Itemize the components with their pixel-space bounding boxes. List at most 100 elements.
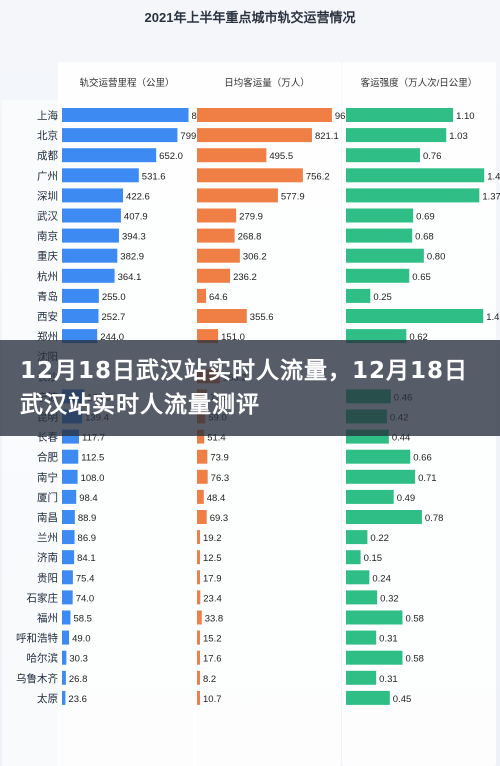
- data-label-1: 108.0: [81, 473, 105, 484]
- category-label: 上海: [37, 109, 58, 122]
- data-label-3: 0.31: [379, 674, 398, 685]
- series-header-2: 日均客运量（万人）: [224, 77, 310, 89]
- data-label-3: 1.37: [482, 191, 500, 202]
- bar-1: [62, 188, 124, 203]
- data-label-2: 756.2: [306, 171, 330, 182]
- bar-2: [197, 309, 247, 323]
- data-label-2: 268.8: [238, 232, 262, 243]
- bar-2: [197, 670, 200, 685]
- bar-1: [62, 530, 75, 545]
- bar-1: [62, 469, 78, 484]
- bar-3: [346, 188, 480, 203]
- data-label-3: 0.25: [373, 292, 392, 303]
- data-label-3: 1.41: [486, 312, 500, 323]
- bar-3: [346, 309, 484, 323]
- data-label-2: 821.1: [315, 131, 339, 142]
- data-label-3: 1.03: [449, 131, 468, 142]
- data-label-1: 117.7: [82, 433, 105, 444]
- bar-3: [346, 128, 447, 143]
- data-label-2: 151.0: [221, 332, 245, 343]
- category-label: 呼和浩特: [16, 633, 58, 645]
- data-label-2: 15.2: [203, 634, 222, 645]
- chart-title: 2021年上半年重点城市轨交运营情况: [145, 10, 356, 25]
- bar-1: [62, 268, 115, 283]
- data-label-1: 652.0: [159, 151, 183, 162]
- bar-2: [197, 650, 200, 665]
- category-label: 重庆: [37, 250, 58, 263]
- bar-3: [346, 630, 377, 645]
- bar-2: [197, 610, 202, 625]
- bar-2: [197, 108, 332, 122]
- data-label-3: 0.58: [405, 614, 424, 625]
- category-label: 深圳: [37, 190, 58, 202]
- data-label-2: 51.4: [207, 433, 226, 444]
- data-label-1: 407.9: [124, 212, 148, 223]
- category-label: 合肥: [37, 451, 58, 464]
- data-label-2: 12.5: [203, 553, 222, 564]
- bar-3: [346, 510, 422, 524]
- bar-3: [346, 670, 377, 685]
- data-label-3: 0.66: [413, 453, 432, 464]
- data-label-1: 98.4: [79, 493, 98, 504]
- category-label: 南宁: [37, 471, 58, 484]
- bar-2: [197, 530, 200, 545]
- data-label-3: 0.15: [364, 553, 383, 564]
- bar-2: [197, 550, 200, 565]
- bar-2: [197, 268, 231, 283]
- data-label-2: 76.3: [211, 473, 230, 484]
- bar-2: [197, 228, 235, 243]
- bar-1: [62, 590, 73, 605]
- bar-2: [197, 570, 200, 585]
- category-label: 太原: [37, 692, 58, 705]
- data-label-1: 30.3: [69, 654, 88, 665]
- bar-3: [346, 288, 371, 303]
- data-label-1: 799.1: [180, 131, 204, 142]
- data-label-1: 84.1: [77, 553, 96, 564]
- data-label-3: 0.68: [415, 232, 434, 243]
- bar-2: [197, 128, 312, 143]
- data-label-1: 244.0: [100, 332, 124, 343]
- data-label-1: 86.9: [78, 533, 97, 544]
- data-label-2: 17.9: [203, 573, 222, 584]
- category-label: 青岛: [37, 290, 58, 303]
- category-label: 福州: [37, 612, 58, 625]
- category-label: 成都: [37, 150, 58, 162]
- bar-1: [62, 288, 99, 303]
- bar-1: [62, 108, 189, 122]
- bar-3: [346, 469, 416, 484]
- category-label: 兰州: [37, 531, 58, 544]
- data-label-2: 577.9: [281, 191, 305, 202]
- bar-3: [346, 570, 370, 585]
- data-label-2: 19.2: [203, 533, 222, 544]
- bar-1: [62, 309, 99, 323]
- category-label: 南京: [37, 230, 58, 243]
- bar-1: [62, 248, 118, 263]
- bar-2: [197, 590, 201, 605]
- category-label: 济南: [37, 551, 58, 564]
- data-label-1: 422.6: [126, 191, 150, 202]
- category-label: 西安: [37, 310, 58, 323]
- bar-3: [346, 168, 485, 183]
- data-label-1: 26.8: [69, 674, 88, 685]
- bar-2: [197, 510, 207, 524]
- bar-3: [346, 268, 410, 283]
- data-label-3: 1.42: [487, 171, 500, 182]
- data-label-2: 8.2: [203, 674, 216, 685]
- bar-1: [62, 650, 67, 665]
- category-label: 南昌: [37, 511, 58, 524]
- bar-2: [197, 630, 200, 645]
- bar-3: [346, 690, 390, 705]
- data-label-3: 0.49: [397, 493, 416, 504]
- bar-2: [197, 188, 278, 203]
- series-header-3: 客运强度（万人次/日公里）: [361, 77, 478, 89]
- data-label-1: 49.0: [72, 634, 91, 645]
- data-label-1: 382.9: [120, 252, 144, 263]
- data-label-3: 0.32: [380, 593, 399, 604]
- category-label: 广州: [37, 170, 58, 182]
- bar-3: [346, 329, 407, 344]
- bar-1: [62, 510, 75, 524]
- bar-3: [346, 248, 424, 263]
- bar-3: [346, 650, 403, 665]
- data-label-3: 0.62: [409, 332, 428, 343]
- bar-1: [62, 128, 178, 143]
